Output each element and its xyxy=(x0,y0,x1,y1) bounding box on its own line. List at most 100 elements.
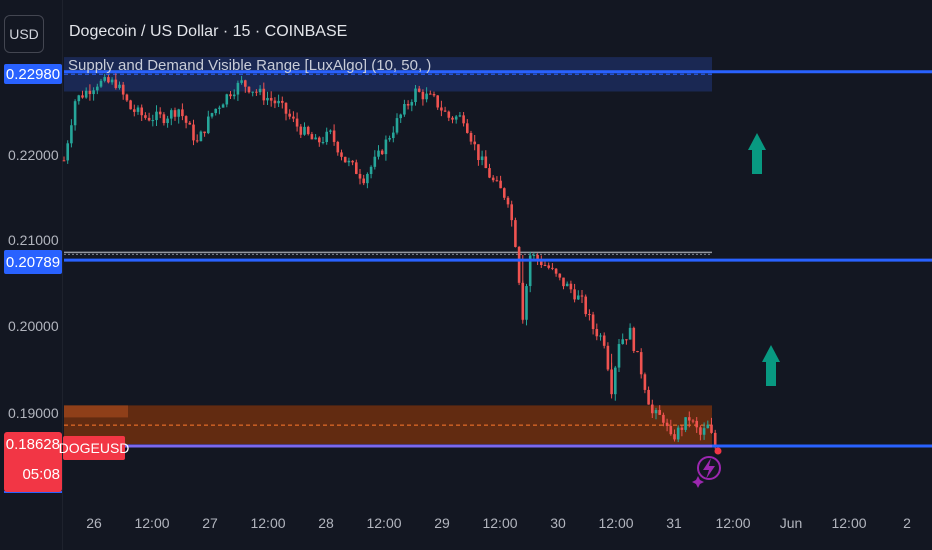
price-tick-label: 0.22000 xyxy=(8,147,59,163)
price-tick-label: 0.21000 xyxy=(8,232,59,248)
candle-body xyxy=(406,104,410,106)
last-price-tag: 0.18628 05:08 xyxy=(4,432,62,492)
candle-body xyxy=(107,77,110,83)
lightning-bolt xyxy=(703,458,715,479)
candle-body xyxy=(158,111,162,115)
candle-body xyxy=(125,94,129,101)
candle-body xyxy=(236,82,240,95)
candle-body xyxy=(299,126,303,135)
candle-body xyxy=(491,177,495,181)
candle-body xyxy=(499,180,502,189)
time-axis-label: Jun xyxy=(779,515,803,531)
candle-body xyxy=(702,428,706,435)
candle-body xyxy=(543,265,547,267)
candle-body xyxy=(569,283,573,290)
candle-body xyxy=(184,116,188,123)
candle-body xyxy=(621,339,624,345)
candle-body xyxy=(710,424,713,433)
candle-body xyxy=(495,180,499,182)
time-axis-label: 12:00 xyxy=(366,515,402,531)
candle-body xyxy=(528,255,532,287)
candle-body xyxy=(114,79,118,88)
candle-body xyxy=(662,414,665,423)
candle-body xyxy=(221,104,225,108)
candle-body xyxy=(195,140,199,142)
candle-body xyxy=(421,91,425,100)
candle-body xyxy=(488,168,491,178)
candle-body xyxy=(432,93,436,96)
candle-body xyxy=(188,122,192,125)
candle-body xyxy=(240,80,243,83)
candle-body xyxy=(62,160,66,162)
candle-body xyxy=(377,150,380,157)
indicator-label[interactable]: Supply and Demand Visible Range [LuxAlgo… xyxy=(68,57,432,74)
candle-body xyxy=(588,314,591,316)
candle-body xyxy=(147,117,151,121)
candle-body xyxy=(643,374,647,390)
candle-body xyxy=(133,109,136,112)
candle-body xyxy=(514,220,517,247)
arrow-up-icon xyxy=(762,345,780,386)
candle-body xyxy=(129,100,132,110)
candle-body xyxy=(362,178,365,184)
candle-body xyxy=(532,254,536,256)
candle-body xyxy=(651,404,654,414)
candle-body xyxy=(225,94,229,105)
candle-body xyxy=(162,114,166,124)
symbol-title[interactable]: Dogecoin / US Dollar · 15 · COINBASE xyxy=(69,23,348,40)
candle-body xyxy=(251,91,254,93)
candle-body xyxy=(580,295,584,297)
candle-body xyxy=(73,101,77,126)
candle-body xyxy=(229,94,232,97)
candle-body xyxy=(466,123,469,133)
arrow-up-shaft xyxy=(766,361,776,386)
candle-body xyxy=(366,173,369,184)
candle-body xyxy=(351,160,354,163)
candle-body xyxy=(599,335,602,337)
arrow-up-icon xyxy=(748,133,766,174)
time-axis-label: 31 xyxy=(666,515,682,531)
candle-body xyxy=(425,93,428,100)
price-tag-high: 0.22980 xyxy=(4,64,62,84)
candle-body xyxy=(647,389,650,405)
candle-body xyxy=(388,138,391,140)
candle-body xyxy=(554,268,558,274)
candle-body xyxy=(277,100,280,104)
candle-body xyxy=(284,102,288,114)
candle-body xyxy=(706,424,710,429)
candle-body xyxy=(699,427,702,435)
candle-body xyxy=(540,259,543,266)
candle-body xyxy=(676,427,680,440)
currency-button[interactable]: USD xyxy=(4,15,44,53)
alert-ring xyxy=(697,456,721,480)
candle-body xyxy=(314,137,317,140)
candle-body xyxy=(144,115,147,118)
candle-body xyxy=(332,130,336,142)
candle-body xyxy=(92,90,95,95)
candle-body xyxy=(517,246,521,283)
candle-body xyxy=(617,344,621,368)
candle-body xyxy=(658,410,661,415)
time-axis-label: 2 xyxy=(903,515,911,531)
candle-body xyxy=(562,277,565,287)
candle-body xyxy=(155,111,158,121)
candle-body xyxy=(584,296,587,315)
candle-body xyxy=(680,427,684,430)
candle-body xyxy=(347,160,351,163)
candle-body xyxy=(536,254,539,260)
candle-body xyxy=(325,131,328,143)
candle-body xyxy=(214,108,217,114)
candle-body xyxy=(606,345,610,370)
candle-body xyxy=(292,116,295,119)
candle-body xyxy=(477,144,480,161)
candle-body xyxy=(343,156,347,163)
candle-body xyxy=(110,79,114,83)
candle-body xyxy=(625,339,628,341)
bar-countdown: 05:08 xyxy=(22,466,60,483)
candle-body xyxy=(70,125,73,144)
candle-body xyxy=(503,188,506,198)
arrow-up-head xyxy=(748,133,766,150)
candle-body xyxy=(573,289,576,300)
candle-body xyxy=(395,118,399,133)
